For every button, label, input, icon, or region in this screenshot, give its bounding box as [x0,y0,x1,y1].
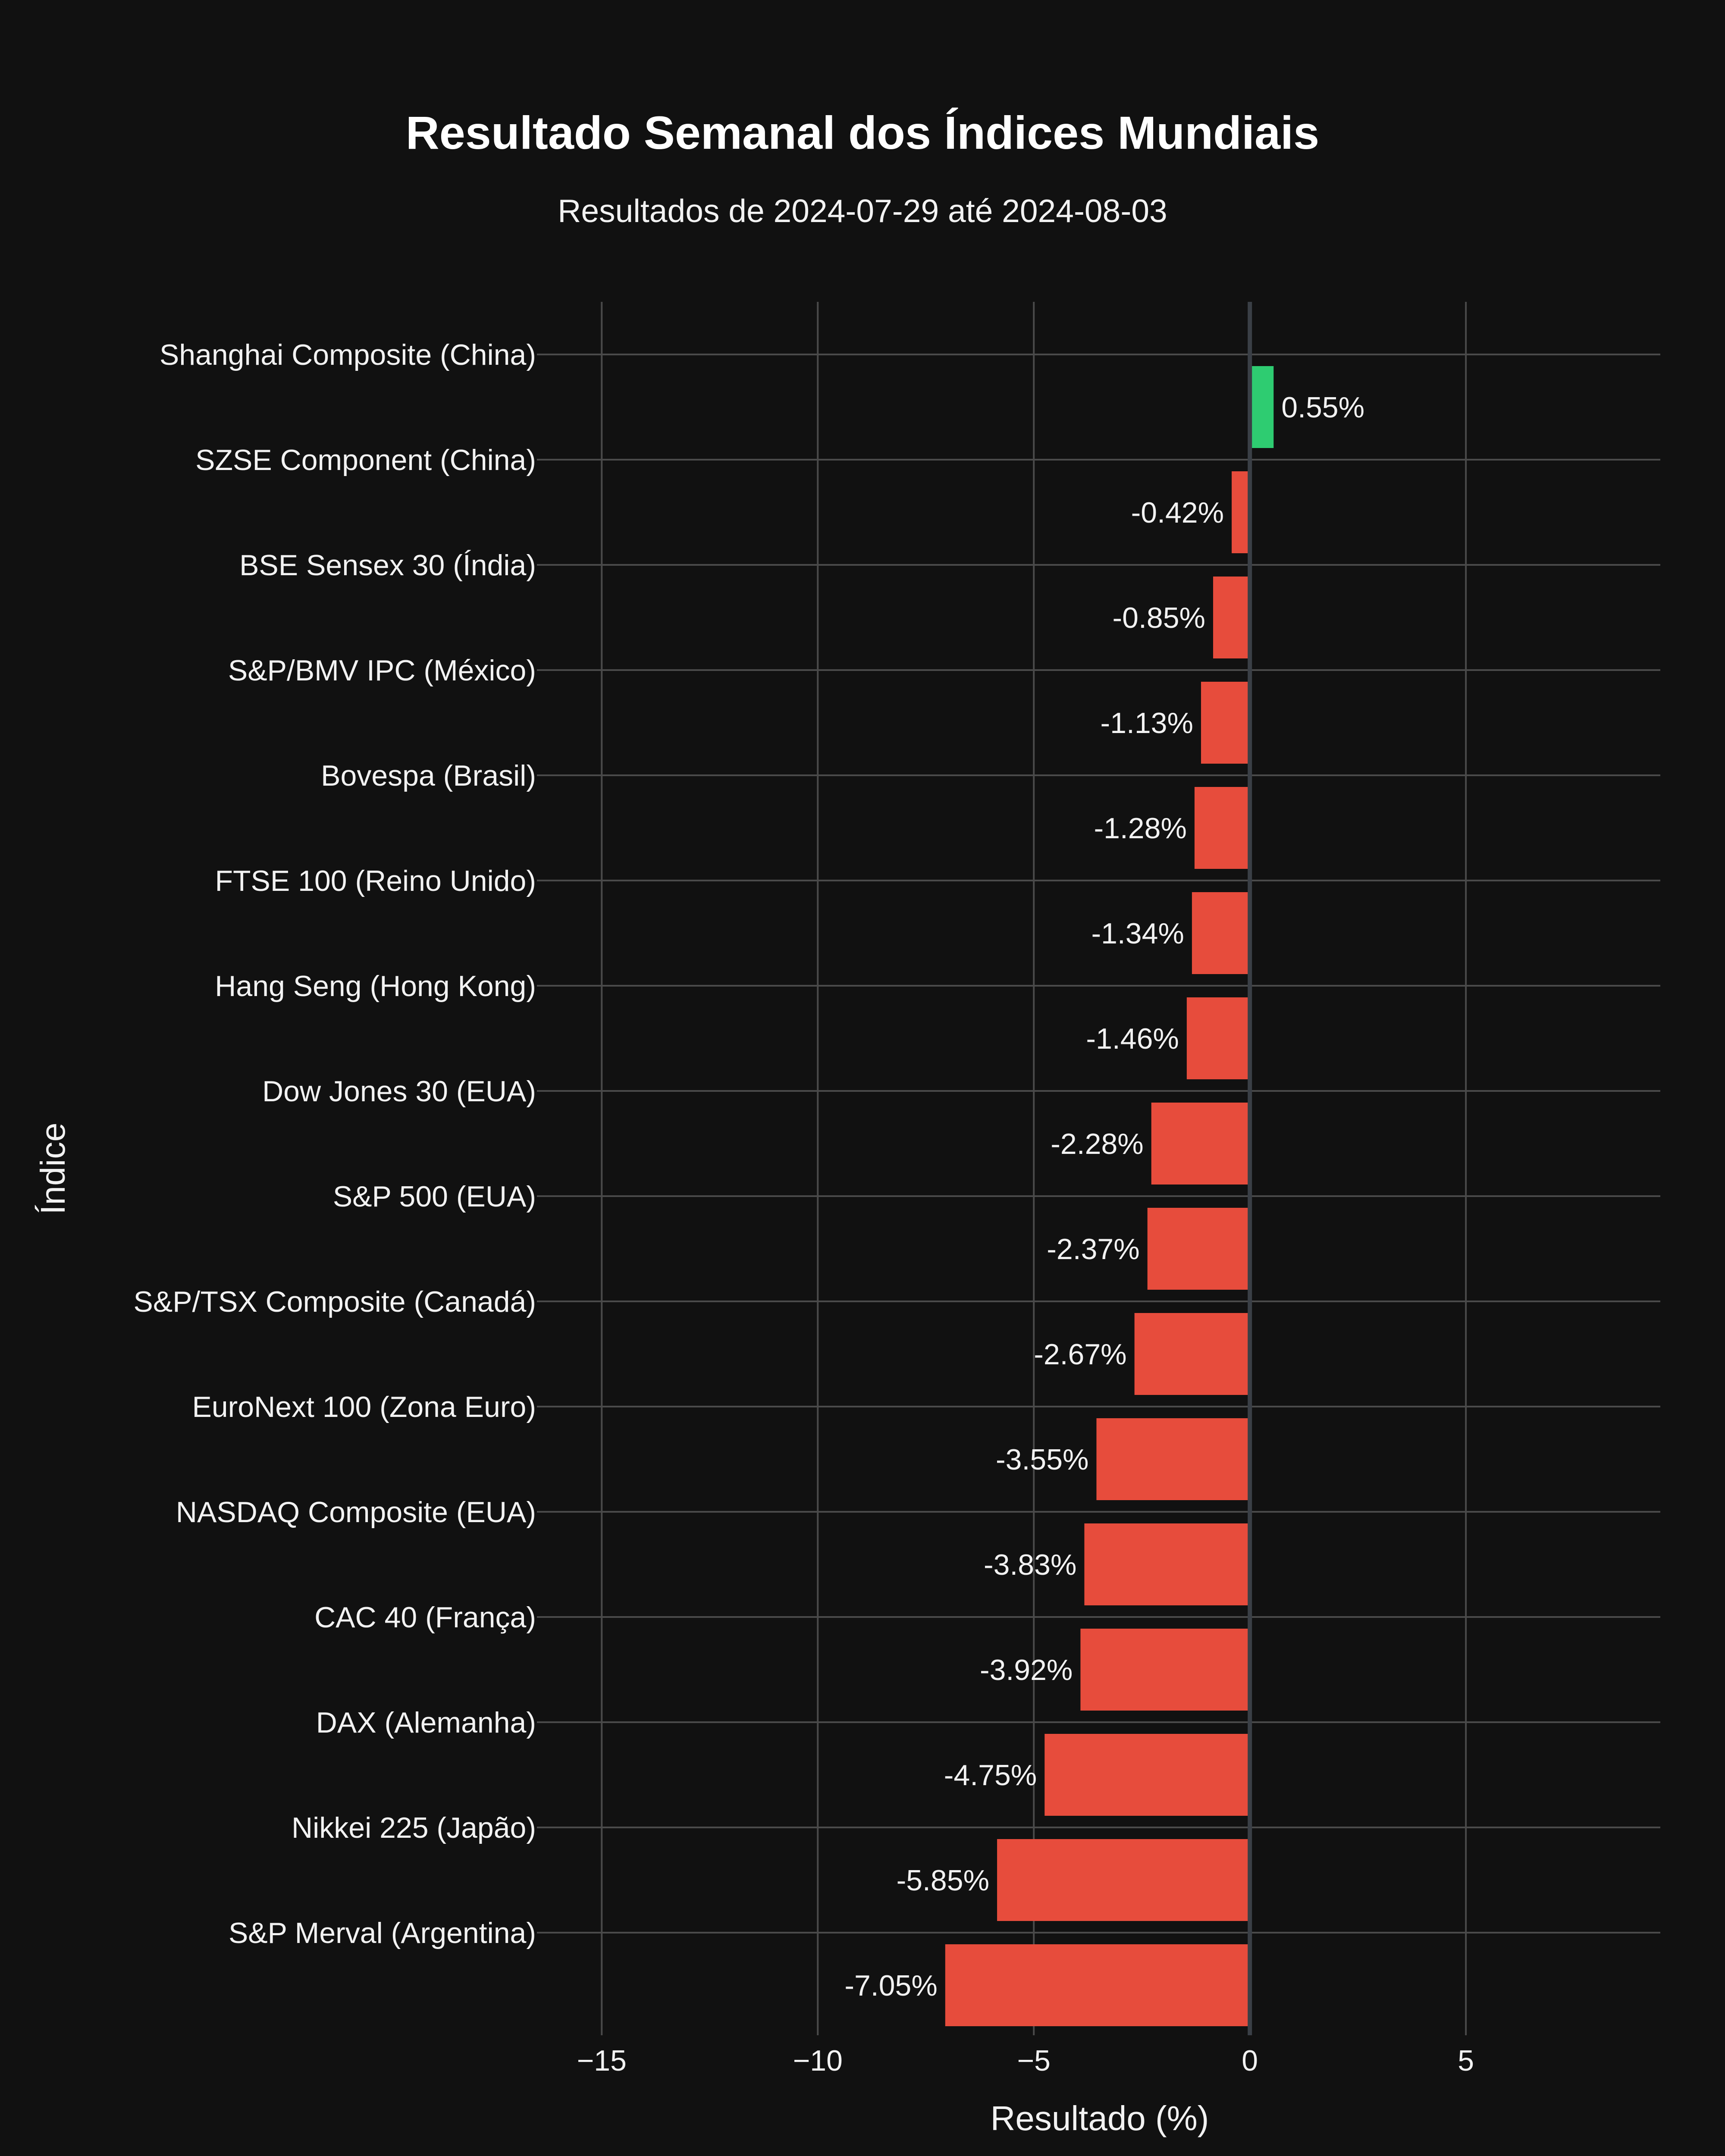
x-tick-labels: −15 −10 −5 0 5 [577,2044,1474,2077]
bar [1151,1103,1250,1185]
category-label: Shanghai Composite (China) [160,338,536,371]
bar [945,1944,1250,2026]
category-label: S&P Merval (Argentina) [229,1917,536,1949]
category-label: FTSE 100 (Reino Unido) [215,865,536,897]
category-label: Nikkei 225 (Japão) [292,1811,536,1844]
category-label: S&P/TSX Composite (Canadá) [133,1285,536,1318]
bar [1250,366,1274,448]
bar [1194,787,1250,869]
bar [1084,1523,1250,1605]
bar [1186,997,1250,1079]
value-label: -1.28% [1094,812,1186,845]
category-label: Dow Jones 30 (EUA) [262,1075,536,1108]
bar [1147,1208,1250,1290]
value-label: -3.83% [984,1548,1076,1581]
bar [1192,892,1250,974]
value-label: -3.92% [980,1654,1073,1686]
value-label: -3.55% [996,1443,1088,1476]
chart-title: Resultado Semanal dos Índices Mundiais [406,107,1320,159]
bar [997,1839,1250,1921]
category-label: Bovespa (Brasil) [321,759,536,792]
value-label: 0.55% [1281,391,1364,424]
bar [1044,1734,1250,1816]
chart-subtitle: Resultados de 2024-07-29 até 2024-08-03 [558,193,1167,229]
value-label: -0.42% [1131,496,1224,529]
x-tick-label: −15 [577,2044,627,2077]
value-label: -7.05% [844,1969,937,2002]
y-axis-title: Índice [34,1122,72,1214]
category-label: Hang Seng (Hong Kong) [215,970,536,1003]
category-label: SZSE Component (China) [195,444,536,476]
x-axis-title: Resultado (%) [991,2099,1209,2137]
value-label: -2.37% [1047,1233,1139,1266]
grid-lines [537,302,1660,2035]
value-label: -5.85% [897,1864,989,1897]
category-label: CAC 40 (França) [314,1601,536,1634]
bars: 0.55% -0.42% -0.85% -1.13% -1.28% -1.34% -1.46… [844,302,1364,2035]
bar [1232,471,1250,553]
category-label: NASDAQ Composite (EUA) [176,1496,536,1529]
x-tick-label: 5 [1458,2044,1474,2077]
bar [1201,682,1250,764]
value-label: -4.75% [944,1759,1037,1792]
category-label: EuroNext 100 (Zona Euro) [192,1391,536,1423]
bar [1080,1629,1250,1711]
x-tick-label: −5 [1017,2044,1051,2077]
category-label: BSE Sensex 30 (Índia) [239,549,536,582]
category-label: S&P 500 (EUA) [333,1180,536,1213]
category-label: DAX (Alemanha) [316,1706,536,1739]
category-label: S&P/BMV IPC (México) [228,654,536,687]
value-label: -1.13% [1100,707,1193,740]
value-label: -2.67% [1034,1338,1126,1371]
category-labels: Shanghai Composite (China) SZSE Component… [133,338,536,1949]
value-label: -1.34% [1091,917,1184,950]
bar [1096,1418,1250,1500]
value-label: -0.85% [1113,602,1205,634]
bar [1213,577,1250,658]
bar [1134,1313,1250,1395]
value-label: -2.28% [1051,1128,1143,1160]
x-tick-label: 0 [1242,2044,1258,2077]
x-tick-label: −10 [793,2044,843,2077]
value-label: -1.46% [1086,1022,1179,1055]
